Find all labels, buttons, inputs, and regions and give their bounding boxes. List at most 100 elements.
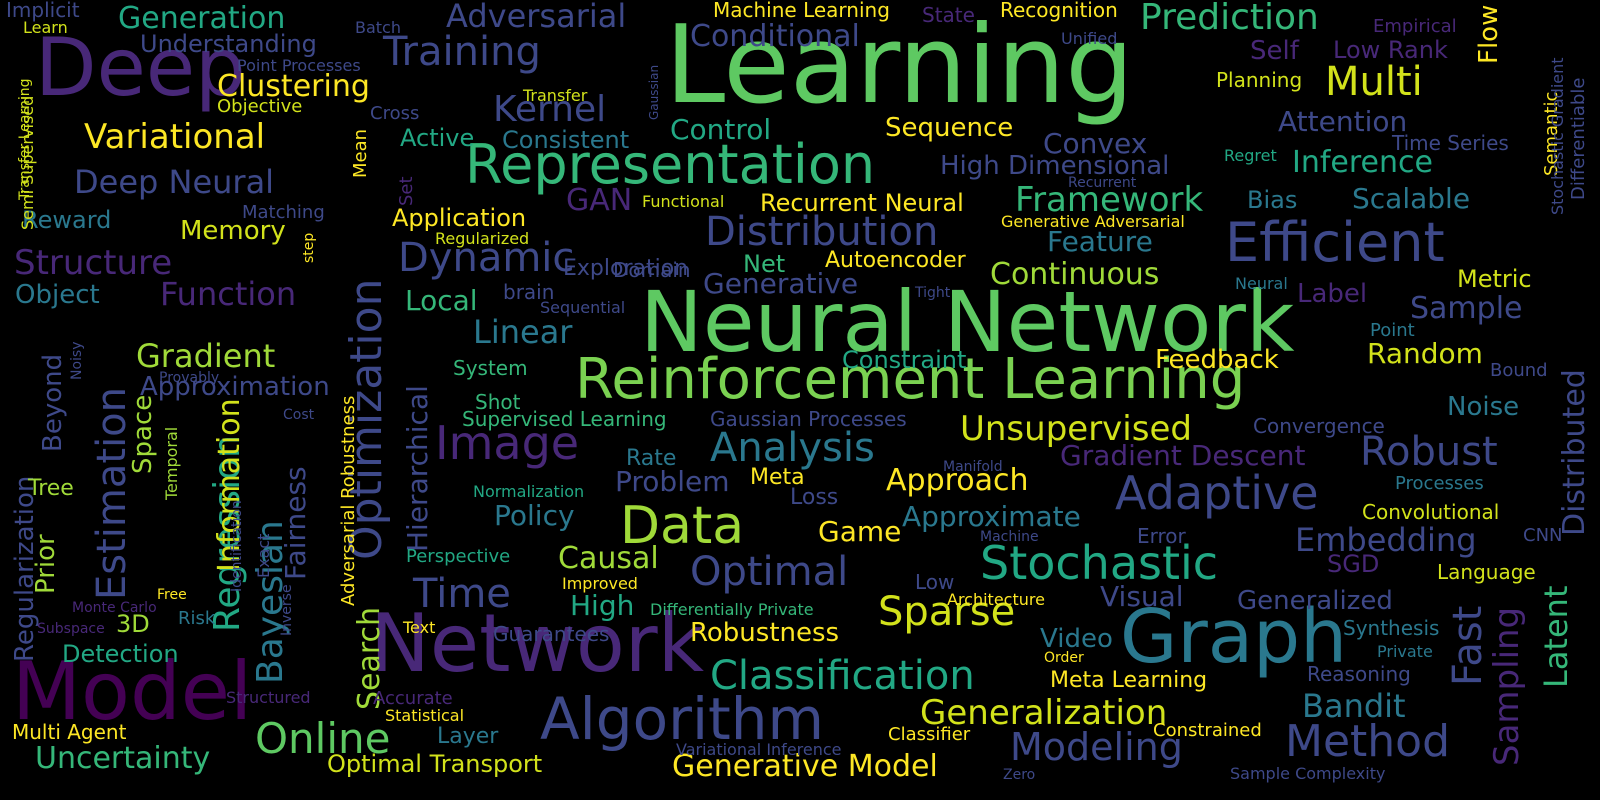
word-objective: Objective (217, 96, 303, 117)
word-sample: Sample (1410, 291, 1523, 326)
word-optimal-transport: Optimal Transport (327, 750, 543, 778)
word-language: Language (1437, 560, 1536, 584)
word-meta: Meta (750, 465, 805, 490)
word-attention: Attention (1278, 105, 1408, 138)
word-deep: Deep (35, 21, 246, 114)
word-meta-learning: Meta Learning (1050, 668, 1208, 693)
word-function: Function (160, 275, 297, 313)
word-generative: Generative (703, 267, 859, 300)
word-metric: Metric (1457, 265, 1532, 293)
word-data: Data (620, 496, 745, 556)
word-guarantees: Guarantees (493, 622, 610, 646)
word-active: Active (400, 124, 475, 152)
word-high: High (570, 589, 635, 622)
word-approach: Approach (886, 463, 1029, 498)
word-learning: Learning (665, 3, 1134, 128)
word-supervised-learning: Supervised Learning (462, 407, 667, 431)
word-gaussian-processes: Gaussian Processes (710, 407, 907, 431)
word-estimation: Estimation (89, 386, 135, 600)
word-representation: Representation (465, 133, 876, 196)
word-image: Image (435, 416, 580, 470)
word-differentiable: Differentiable (1568, 77, 1589, 200)
word-reasoning: Reasoning (1307, 662, 1411, 686)
word-distribution: Distribution (705, 209, 939, 255)
word-convolutional: Convolutional (1362, 500, 1500, 524)
word-network: Network (370, 597, 705, 690)
word-constrained: Constrained (1153, 720, 1262, 741)
word-distributed: Distributed (1557, 369, 1592, 536)
word-random: Random (1367, 337, 1483, 370)
word-conditional: Conditional (690, 19, 860, 54)
word-multi: Multi (1325, 59, 1423, 105)
word-improved: Improved (562, 574, 638, 593)
word-sample-complexity: Sample Complexity (1230, 764, 1386, 783)
word-recognition: Recognition (1000, 0, 1118, 22)
word-exploration: Exploration (563, 256, 689, 281)
word-structured: Structured (226, 688, 311, 707)
word-gradient: Gradient (136, 337, 276, 375)
word-error: Error (1137, 524, 1186, 548)
word-point: Point (1370, 320, 1415, 341)
word-feature: Feature (1047, 225, 1153, 258)
word-linear: Linear (473, 313, 573, 351)
word-robustness: Robustness (690, 618, 840, 648)
word-processes: Processes (1395, 473, 1484, 494)
word-classification: Classification (710, 653, 975, 699)
word-recurrent: Recurrent (1068, 175, 1137, 191)
word-framework: Framework (1015, 180, 1204, 220)
word-structure: Structure (14, 243, 173, 283)
word-method: Method (1285, 716, 1451, 767)
word-transfer-learning: Transfer Learning (17, 78, 33, 200)
word-bias: Bias (1247, 186, 1298, 214)
word-object: Object (15, 280, 100, 310)
word-reinforcement-learning: Reinforcement Learning (575, 347, 1246, 412)
word-exact: Exact (254, 533, 273, 578)
word-adversarial: Adversarial (446, 0, 627, 35)
word-feedback: Feedback (1155, 345, 1279, 375)
word-fast: Fast (1445, 605, 1491, 686)
word-online: Online (255, 714, 391, 763)
word-problem: Problem (615, 465, 730, 498)
word-gan: GAN (566, 183, 633, 218)
word-model: Model (12, 645, 253, 738)
word-accurate: Accurate (373, 688, 453, 709)
word-manifold: Manifold (943, 459, 1003, 475)
word-algorithm: Algorithm (540, 685, 825, 753)
word-causal: Causal (558, 541, 659, 576)
word-monte-carlo: Monte Carlo (72, 600, 157, 616)
word-time-series: Time Series (1392, 131, 1509, 155)
word-robust: Robust (1360, 429, 1498, 475)
word-variational-inference: Variational Inference (676, 740, 842, 759)
word-rate: Rate (626, 446, 677, 471)
word-temporal: Temporal (162, 426, 181, 500)
word-understanding: Understanding (140, 30, 317, 58)
word-approximate: Approximate (902, 500, 1081, 533)
word-detection: Detection (62, 640, 179, 668)
word-recurrent-neural: Recurrent Neural (760, 189, 964, 217)
word-implicit: Implicit (6, 0, 80, 22)
word-matching: Matching (242, 202, 325, 223)
word-memory: Memory (180, 216, 286, 246)
word-step: step (301, 232, 317, 263)
word-sequential: Sequential (540, 298, 626, 317)
word-graph: Graph (1120, 594, 1347, 680)
word-high-dimensional: High Dimensional (940, 151, 1170, 181)
word-layer: Layer (437, 724, 499, 749)
word-low: Low (915, 570, 955, 594)
word-shot: Shot (475, 390, 521, 414)
word-convex: Convex (1043, 127, 1148, 160)
word-inference: Inference (1292, 145, 1433, 180)
word-variational: Variational (84, 117, 266, 157)
word-visual: Visual (1100, 580, 1184, 613)
word-efficient: Efficient (1225, 211, 1445, 274)
word-sgd: SGD (1327, 550, 1380, 578)
word-adversarial-robustness: Adversarial Robustness (338, 395, 359, 606)
word-perspective: Perspective (406, 546, 511, 567)
word-clustering: Clustering (217, 69, 370, 104)
word-multi-agent: Multi Agent (12, 720, 127, 744)
word-loss: Loss (790, 485, 839, 510)
word-transfer: Transfer (523, 86, 588, 105)
word-dynamic: Dynamic (398, 235, 575, 281)
word-identification: Identification (229, 500, 245, 592)
word-generation: Generation (118, 1, 286, 36)
